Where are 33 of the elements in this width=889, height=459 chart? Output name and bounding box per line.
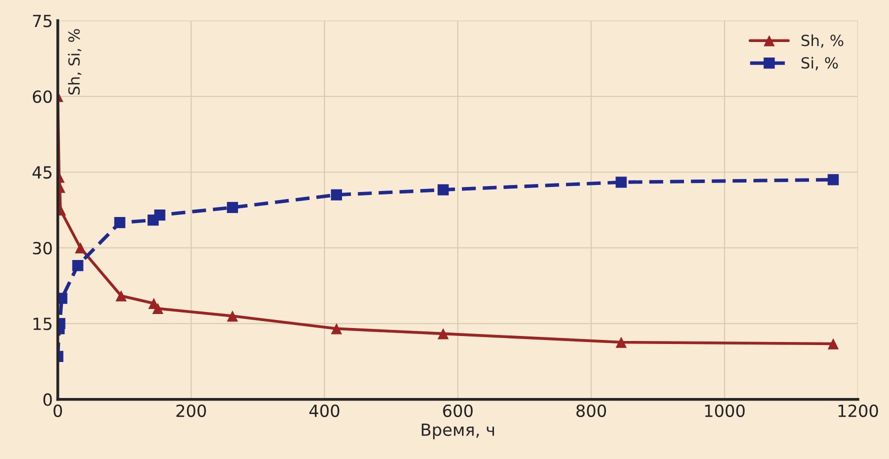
- y-tick-label: 75: [33, 14, 52, 28]
- y-tick-label: 60: [32, 90, 52, 103]
- point: [226, 310, 238, 322]
- point: [72, 260, 84, 272]
- point: [154, 209, 166, 221]
- point: [438, 328, 449, 340]
- y-tick-label: 30: [32, 242, 52, 254]
- x-tick-label: 200: [176, 404, 206, 418]
- point: [226, 202, 238, 214]
- point: [74, 242, 86, 254]
- point: [152, 302, 164, 314]
- point: [116, 290, 127, 302]
- point: [114, 217, 126, 228]
- x-tick-label: 1200: [838, 404, 878, 418]
- legend-label: Sh, %: [802, 34, 844, 48]
- point: [330, 323, 342, 334]
- point: [330, 189, 342, 200]
- legend-label: Si, %: [802, 56, 838, 70]
- y-tick-label: 45: [32, 166, 52, 179]
- point: [438, 184, 449, 196]
- x-tick-label: 1000: [705, 404, 745, 418]
- y-axis-title: Sh, Si, %: [68, 29, 82, 94]
- point: [616, 336, 627, 348]
- y-tick-label: 0: [43, 393, 52, 406]
- x-axis-title: Время, ч: [422, 424, 494, 440]
- x-tick-label: 0: [54, 404, 62, 418]
- y-tick-label: 15: [34, 318, 52, 330]
- x-tick-label: 800: [576, 404, 606, 418]
- x-tick-label: 400: [309, 404, 340, 418]
- point: [616, 176, 627, 188]
- point: [828, 174, 839, 186]
- x-tick-label: 600: [443, 404, 473, 418]
- point: [828, 338, 839, 350]
